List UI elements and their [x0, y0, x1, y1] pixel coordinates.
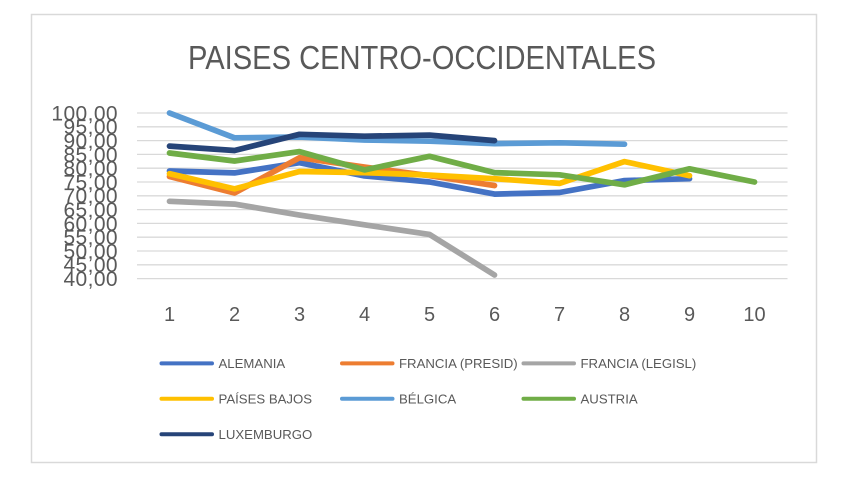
svg-text:90,00: 90,00 — [63, 130, 118, 153]
svg-text:55,00: 55,00 — [63, 227, 118, 250]
svg-text:100,00: 100,00 — [51, 102, 118, 125]
svg-text:3: 3 — [294, 304, 305, 326]
svg-text:60,00: 60,00 — [63, 213, 118, 236]
svg-text:5: 5 — [424, 304, 435, 326]
svg-text:ALEMANIA: ALEMANIA — [219, 356, 286, 371]
svg-text:2: 2 — [229, 304, 240, 326]
svg-text:65,00: 65,00 — [63, 199, 118, 222]
svg-text:PAISES CENTRO-OCCIDENTALES: PAISES CENTRO-OCCIDENTALES — [188, 39, 656, 76]
svg-text:FRANCIA (LEGISL): FRANCIA (LEGISL) — [581, 356, 697, 371]
svg-text:6: 6 — [489, 304, 500, 326]
svg-text:7: 7 — [554, 304, 565, 326]
svg-text:8: 8 — [619, 304, 630, 326]
svg-text:95,00: 95,00 — [63, 116, 118, 139]
svg-text:FRANCIA (PRESID): FRANCIA (PRESID) — [399, 356, 518, 371]
svg-text:70,00: 70,00 — [63, 185, 118, 208]
svg-text:BÉLGICA: BÉLGICA — [399, 392, 456, 407]
svg-text:75,00: 75,00 — [63, 171, 118, 194]
svg-text:1: 1 — [164, 304, 175, 326]
svg-text:40,00: 40,00 — [63, 268, 118, 291]
svg-text:4: 4 — [359, 304, 370, 326]
svg-text:85,00: 85,00 — [63, 144, 118, 167]
svg-text:PAÍSES BAJOS: PAÍSES BAJOS — [219, 392, 313, 407]
svg-text:10: 10 — [743, 304, 765, 326]
svg-text:50,00: 50,00 — [63, 240, 118, 263]
svg-text:AUSTRIA: AUSTRIA — [581, 392, 638, 407]
svg-text:9: 9 — [684, 304, 695, 326]
svg-text:80,00: 80,00 — [63, 158, 118, 181]
svg-text:45,00: 45,00 — [63, 254, 118, 277]
svg-text:LUXEMBURGO: LUXEMBURGO — [219, 427, 313, 442]
